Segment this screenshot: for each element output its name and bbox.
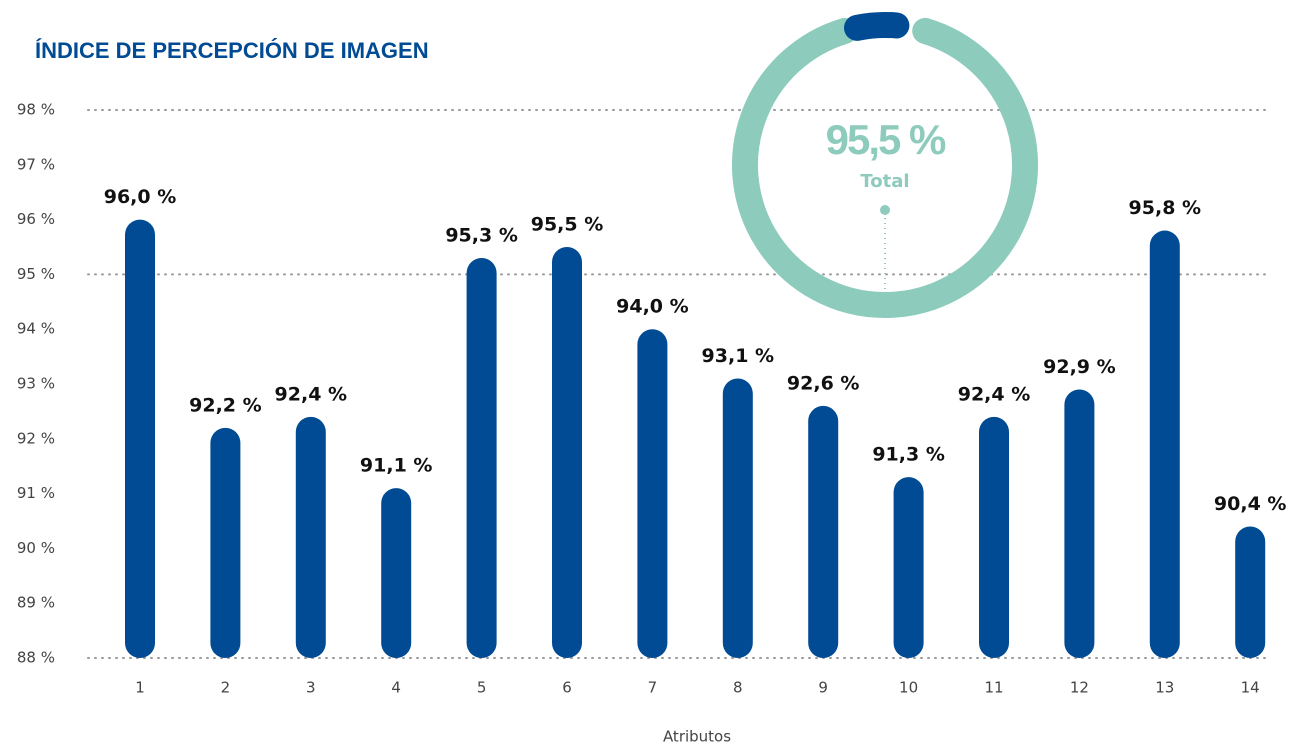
data-label: 90,4 %	[1214, 493, 1287, 515]
y-tick-label: 92 %	[17, 429, 55, 447]
data-label: 92,4 %	[275, 383, 348, 405]
x-tick-label: 13	[1155, 679, 1174, 697]
data-label: 93,1 %	[702, 345, 775, 367]
x-tick-label: 2	[221, 679, 231, 697]
data-label: 95,3 %	[445, 224, 518, 246]
x-tick-label: 14	[1241, 679, 1260, 697]
x-tick-label: 12	[1070, 679, 1089, 697]
data-label: 95,5 %	[531, 214, 604, 236]
y-tick-label: 97 %	[17, 155, 55, 173]
y-tick-label: 94 %	[17, 320, 55, 338]
y-tick-label: 90 %	[17, 539, 55, 557]
bar	[466, 257, 497, 658]
x-tick-label: 11	[984, 679, 1003, 697]
data-label: 91,1 %	[360, 455, 433, 477]
x-tick-label: 6	[562, 679, 572, 697]
bar	[381, 488, 412, 658]
gauge-dot	[880, 205, 890, 215]
bar	[637, 329, 668, 658]
y-tick-label: 91 %	[17, 484, 55, 502]
gauge-cap	[843, 12, 910, 41]
gauge-value: 95,5 %	[826, 116, 946, 163]
data-label: 92,9 %	[1043, 356, 1116, 378]
x-tick-label: 5	[477, 679, 487, 697]
data-label: 92,2 %	[189, 394, 262, 416]
data-label: 92,4 %	[958, 383, 1031, 405]
bar	[1149, 230, 1180, 658]
bar	[722, 378, 753, 658]
y-tick-label: 93 %	[17, 375, 55, 393]
y-tick-label: 89 %	[17, 594, 55, 612]
y-tick-label: 98 %	[17, 101, 55, 119]
bar	[1064, 389, 1095, 658]
data-label: 95,8 %	[1129, 197, 1202, 219]
x-tick-label: 1	[135, 679, 145, 697]
bar	[295, 416, 326, 658]
y-tick-label: 88 %	[17, 649, 55, 667]
data-label: 96,0 %	[104, 186, 177, 208]
x-tick-label: 10	[899, 679, 918, 697]
gauge-arc	[732, 17, 1038, 318]
x-axis-label: Atributos	[663, 728, 731, 746]
bar	[808, 405, 839, 658]
x-tick-label: 9	[818, 679, 828, 697]
bar	[979, 416, 1009, 658]
gauge-label: Total	[860, 171, 909, 192]
x-tick-label: 3	[306, 679, 316, 697]
x-tick-label: 4	[391, 679, 401, 697]
bar	[125, 219, 155, 658]
x-tick-label: 7	[648, 679, 658, 697]
bar	[210, 427, 241, 658]
y-tick-label: 95 %	[17, 265, 55, 283]
bar	[893, 477, 924, 658]
data-label: 91,3 %	[872, 444, 945, 466]
data-label: 94,0 %	[616, 296, 689, 318]
bar	[552, 247, 582, 658]
x-tick-label: 8	[733, 679, 743, 697]
data-label: 92,6 %	[787, 372, 860, 394]
chart-title: ÍNDICE DE PERCEPCIÓN DE IMAGEN	[35, 38, 429, 63]
y-tick-label: 96 %	[17, 210, 55, 228]
bar	[1235, 526, 1266, 658]
